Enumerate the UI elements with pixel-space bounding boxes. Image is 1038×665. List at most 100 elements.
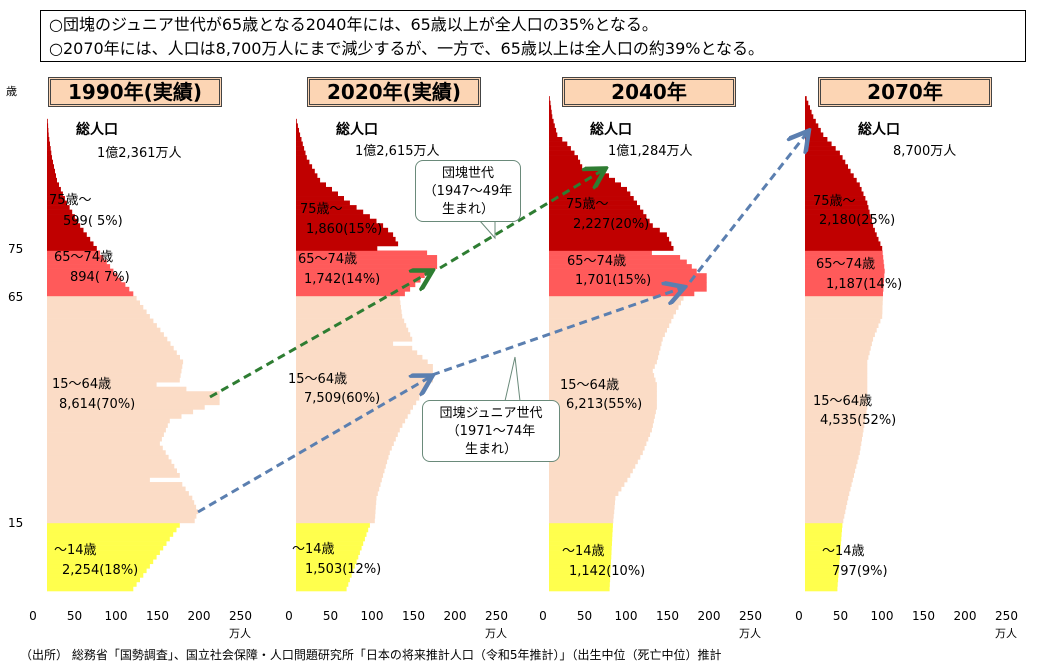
age-bar [805, 182, 860, 188]
age-bar [47, 413, 182, 419]
pyramid-2040年 [549, 96, 707, 592]
age-bar [296, 232, 394, 238]
age-bar [549, 509, 615, 515]
age-bar [296, 291, 405, 297]
age-bar [549, 273, 707, 279]
age-bar [549, 255, 681, 260]
group-0-14-value-2020: 1,503(12%) [305, 562, 382, 577]
dankai-arrow-1 [209, 272, 430, 399]
age-bar [296, 132, 301, 138]
age-bar [549, 182, 621, 188]
age-bar [805, 482, 852, 487]
age-bar [296, 155, 307, 160]
age-bar [549, 109, 552, 115]
age-bar [296, 268, 429, 274]
age-bar [296, 409, 411, 415]
x-tick-label: 0 [29, 609, 37, 623]
age-bar [47, 318, 154, 324]
age-axis-unit: 歳 [6, 85, 17, 98]
age-bar [805, 127, 821, 133]
age-bar [549, 118, 554, 124]
age-bar [47, 427, 166, 433]
age-bar [296, 218, 377, 224]
age-bar [549, 472, 631, 478]
age-bar [805, 196, 866, 201]
age-bar [549, 177, 615, 183]
age-bar [47, 327, 161, 333]
age-bar [47, 336, 168, 342]
age-bar [805, 568, 839, 574]
group-65-74-value-1990: 894( 7%) [70, 270, 130, 285]
age-bar [549, 559, 611, 565]
age-bar [549, 450, 643, 456]
age-bar [805, 114, 814, 120]
age-bar [805, 200, 868, 206]
age-bar [296, 318, 405, 324]
age-bar [47, 409, 194, 415]
age-bar [549, 382, 657, 387]
age-bar [296, 518, 375, 524]
age-bar [47, 477, 150, 483]
callout-dankai-born: 生まれ） [441, 202, 494, 217]
age-tick-65: 65 [8, 290, 24, 304]
age-bar [805, 373, 868, 378]
age-bar [549, 277, 707, 283]
age-bar [47, 504, 197, 510]
age-bar [549, 327, 667, 333]
total-label-2070: 総人口 [858, 122, 900, 138]
age-bar [805, 336, 874, 342]
age-bar [549, 323, 670, 328]
panel-title-2020: 2020年(実績) [307, 77, 481, 107]
age-bar [549, 395, 657, 401]
age-bar [805, 518, 844, 524]
group-75plus-value-2070: 2,180(25%) [819, 213, 896, 228]
age-bar [805, 423, 865, 428]
total-value-2040: 1億1,284万人 [608, 144, 693, 159]
age-bar [549, 586, 610, 592]
age-bar [47, 527, 177, 533]
age-bar [47, 227, 84, 233]
age-bar [805, 245, 883, 251]
age-bar [805, 318, 881, 324]
age-bar [549, 482, 625, 487]
junior-arrow-3 [688, 133, 807, 283]
age-bar [805, 123, 819, 129]
age-bar [549, 123, 555, 129]
callout-dankai-junior: 団塊ジュニア世代 （1971～74年 生まれ） [422, 400, 560, 462]
age-bar [47, 423, 168, 428]
age-bar [549, 286, 707, 292]
cohort-arrows [197, 133, 807, 514]
age-bar [296, 445, 392, 451]
age-bar [805, 527, 842, 533]
age-bar [296, 413, 408, 419]
age-bar [47, 205, 70, 210]
age-bar [296, 577, 350, 583]
age-bar [47, 132, 49, 138]
age-bar [805, 295, 883, 301]
age-bar [296, 141, 303, 147]
age-bar [549, 241, 672, 247]
age-bar [47, 454, 169, 460]
age-bar [805, 495, 849, 501]
age-bar [47, 177, 57, 183]
total-label-1990: 総人口 [76, 122, 118, 138]
age-bar [805, 432, 863, 437]
callout-dankai: 団塊世代 （1947～49年 生まれ） [415, 160, 521, 222]
age-bar [549, 541, 612, 546]
age-bar [47, 568, 147, 574]
age-bar [805, 391, 868, 397]
x-axis-unit: 万人 [229, 627, 251, 640]
age-bar [805, 205, 869, 210]
age-bar [296, 300, 401, 306]
age-bar [296, 450, 390, 456]
age-bar [549, 350, 660, 356]
age-bar [549, 132, 558, 138]
age-bar [47, 332, 164, 338]
age-bar [296, 164, 313, 170]
age-bar [549, 536, 613, 542]
age-bar [296, 568, 354, 574]
age-bar [296, 177, 321, 183]
age-bar [47, 273, 118, 279]
age-bar [296, 586, 347, 592]
group-15-64-value-2020: 7,509(60%) [304, 391, 381, 406]
